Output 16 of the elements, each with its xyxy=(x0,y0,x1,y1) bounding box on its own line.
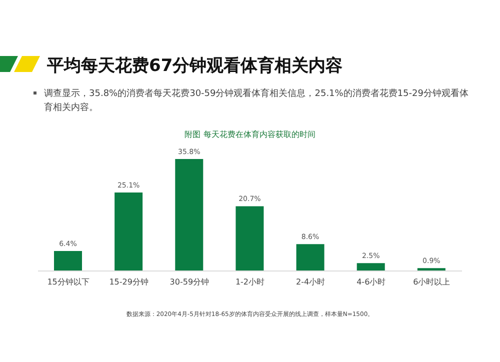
x-tick-label: 6小时以上 xyxy=(413,278,450,287)
bar xyxy=(236,206,264,271)
x-tick-label: 15分钟以下 xyxy=(47,278,90,287)
x-tick-label: 15-29分钟 xyxy=(109,278,148,287)
x-tick-label: 1-2小时 xyxy=(235,278,265,287)
bar xyxy=(296,244,324,271)
x-tick-label: 4-6小时 xyxy=(356,278,386,287)
bar xyxy=(114,192,143,271)
chart-subtitle: 附图 每天花费在体育内容获取的时间 xyxy=(184,129,316,140)
x-tick-label: 30-59分钟 xyxy=(170,278,210,287)
text: 调查显示，35.8%的消费者每天花费30-59分钟观看体育相关信息，25.1%的消费者花费15-29分钟观看体育相关内容。 xyxy=(44,87,469,115)
bar xyxy=(175,159,204,271)
bar xyxy=(356,263,385,271)
bar xyxy=(54,250,82,271)
x-tick-label: 2-4小时 xyxy=(296,278,326,287)
chart-title: 平均每天花费67分钟观看体育相关内容 xyxy=(47,55,343,77)
